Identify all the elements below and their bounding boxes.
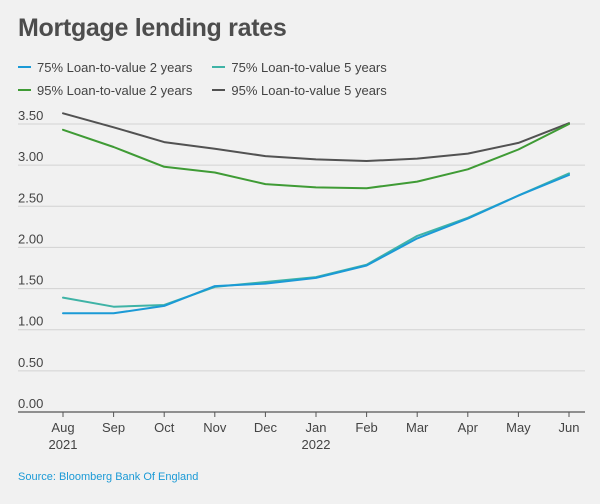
- legend-label: 95% Loan-to-value 2 years: [37, 82, 193, 98]
- y-tick-label: 3.50: [18, 108, 43, 123]
- series-line: [62, 172, 570, 308]
- legend-swatch: [18, 66, 31, 68]
- x-tick-label: Feb: [355, 420, 377, 435]
- x-tick-label: Sep: [102, 420, 125, 435]
- x-tick-label: Apr: [458, 420, 479, 435]
- series-line: [62, 123, 570, 190]
- x-tick-label: Dec: [254, 420, 278, 435]
- x-tick-label: Jan: [306, 420, 327, 435]
- x-year-label: 2021: [49, 437, 78, 452]
- x-tick-label: Jun: [559, 420, 580, 435]
- y-tick-label: 0.00: [18, 396, 43, 411]
- y-tick-label: 3.00: [18, 149, 43, 164]
- legend-item: 95% Loan-to-value 2 years: [18, 81, 192, 99]
- legend-label: 95% Loan-to-value 5 years: [231, 82, 387, 98]
- y-tick-label: 2.00: [18, 231, 43, 246]
- legend-swatch: [212, 66, 226, 68]
- x-tick-label: Oct: [154, 420, 175, 435]
- series-line: [62, 174, 570, 315]
- source-note: Source: Bloomberg Bank Of England: [18, 471, 199, 483]
- legend-swatch: [212, 89, 226, 91]
- y-tick-label: 1.50: [18, 273, 43, 288]
- chart-legend: 75% Loan-to-value 2 years 75% Loan-to-va…: [18, 58, 588, 99]
- chart-title: Mortgage lending rates: [18, 14, 287, 42]
- x-tick-label: Mar: [406, 420, 429, 435]
- legend-item: 95% Loan-to-value 5 years: [212, 81, 387, 99]
- series-line: [62, 112, 570, 162]
- x-tick-label: May: [506, 420, 531, 435]
- x-year-label: 2022: [302, 437, 331, 452]
- y-tick-label: 1.00: [18, 314, 43, 329]
- x-tick-label: Aug: [51, 420, 74, 435]
- x-tick-label: Nov: [203, 420, 227, 435]
- legend-label: 75% Loan-to-value 2 years: [37, 59, 193, 75]
- y-tick-label: 2.50: [18, 190, 43, 205]
- legend-swatch: [18, 89, 31, 91]
- legend-label: 75% Loan-to-value 5 years: [231, 59, 387, 75]
- legend-item: 75% Loan-to-value 2 years: [18, 58, 192, 76]
- legend-item: 75% Loan-to-value 5 years: [212, 58, 387, 76]
- y-tick-label: 0.50: [18, 355, 43, 370]
